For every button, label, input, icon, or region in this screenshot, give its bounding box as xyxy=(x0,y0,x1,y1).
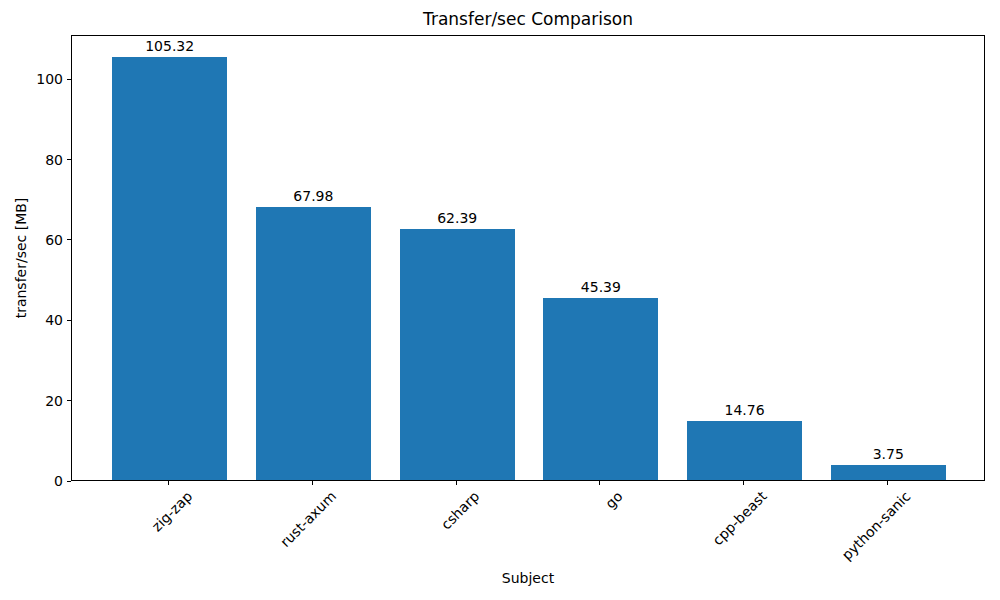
bar-csharp xyxy=(400,229,515,480)
x-axis-label: Subject xyxy=(71,569,985,587)
y-tick-label: 80 xyxy=(0,151,63,169)
bar-value-label: 3.75 xyxy=(831,446,946,462)
bar-value-label: 45.39 xyxy=(543,279,658,295)
bar-zig-zap xyxy=(112,57,227,480)
x-tick-mark xyxy=(743,481,744,485)
bar-value-label: 14.76 xyxy=(687,402,802,418)
x-tick-label: zig-zap xyxy=(148,488,195,535)
y-tick-label: 100 xyxy=(0,70,63,88)
y-tick-mark xyxy=(67,320,71,321)
x-tick-label: cpp-beast xyxy=(710,488,771,549)
chart-title: Transfer/sec Comparison xyxy=(71,8,985,30)
y-tick-label: 0 xyxy=(0,472,63,490)
y-tick-mark xyxy=(67,239,71,240)
y-tick-mark xyxy=(67,481,71,482)
y-axis-label: transfer/sec [MB] xyxy=(12,198,30,319)
x-tick-mark xyxy=(312,481,313,485)
y-tick-label: 20 xyxy=(0,392,63,410)
y-tick-label: 60 xyxy=(0,231,63,249)
x-tick-mark xyxy=(456,481,457,485)
y-tick-label: 40 xyxy=(0,311,63,329)
bar-value-label: 67.98 xyxy=(256,188,371,204)
bar-rust-axum xyxy=(256,207,371,480)
x-tick-label: python-sanic xyxy=(838,488,914,564)
y-tick-mark xyxy=(67,79,71,80)
x-tick-mark xyxy=(887,481,888,485)
plot-area: 105.32 67.98 62.39 45.39 14.76 3.75 xyxy=(71,35,985,481)
bar-value-label: 105.32 xyxy=(112,38,227,54)
bar-python-sanic xyxy=(831,465,946,480)
x-tick-mark xyxy=(168,481,169,485)
x-tick-mark xyxy=(599,481,600,485)
bar-value-label: 62.39 xyxy=(400,210,515,226)
x-tick-label: csharp xyxy=(438,488,483,533)
bar-go xyxy=(543,298,658,480)
y-tick-mark xyxy=(67,400,71,401)
x-tick-label: go xyxy=(603,488,627,512)
bar-cpp-beast xyxy=(687,421,802,480)
x-tick-label: rust-axum xyxy=(277,488,340,551)
bar-chart-figure: Transfer/sec Comparison transfer/sec [MB… xyxy=(0,0,1000,600)
y-tick-mark xyxy=(67,159,71,160)
